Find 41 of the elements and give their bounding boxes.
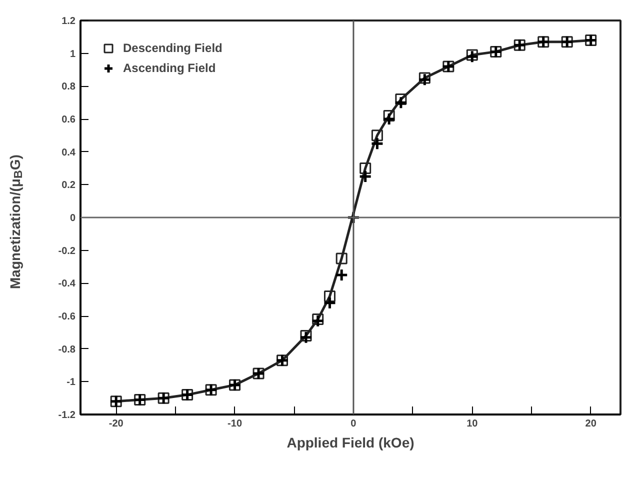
y-tick-label: -0.6 bbox=[58, 312, 76, 322]
y-tick-label: -1 bbox=[66, 377, 76, 388]
point bbox=[382, 112, 396, 126]
point bbox=[312, 314, 324, 326]
legend-label: Ascending Field bbox=[123, 61, 216, 75]
point bbox=[311, 314, 325, 328]
point bbox=[371, 130, 383, 142]
x-tick-label: -20 bbox=[108, 418, 124, 430]
point bbox=[360, 162, 372, 174]
point bbox=[383, 110, 395, 122]
y-tick-label: -0.4 bbox=[58, 278, 76, 290]
point bbox=[299, 330, 313, 344]
y-tick-label: -0.8 bbox=[58, 344, 76, 356]
point bbox=[465, 50, 479, 64]
y-tick-label: 0.2 bbox=[62, 180, 76, 192]
point bbox=[418, 72, 430, 84]
point bbox=[370, 136, 384, 150]
x-tick-label: 10 bbox=[466, 418, 478, 430]
y-tick-label: 0.8 bbox=[62, 82, 76, 93]
point bbox=[358, 170, 372, 184]
y-tick-label: -0.2 bbox=[58, 246, 76, 257]
x-tick-label: -10 bbox=[228, 418, 242, 430]
point bbox=[336, 252, 348, 264]
point bbox=[418, 72, 432, 86]
point bbox=[322, 296, 336, 310]
y-tick-label: 0 bbox=[70, 213, 76, 224]
point bbox=[395, 94, 407, 106]
x-axis-title: Applied Field (kOe) bbox=[286, 434, 414, 450]
point bbox=[300, 330, 312, 342]
x-tick-label: 20 bbox=[585, 418, 597, 430]
y-tick-label: 1 bbox=[70, 48, 76, 60]
point bbox=[466, 49, 478, 61]
point bbox=[394, 96, 408, 110]
y-tick-label: -1.2 bbox=[58, 410, 76, 421]
y-tick-label: 1.2 bbox=[62, 16, 76, 27]
x-tick-label: 0 bbox=[350, 418, 357, 430]
y-tick-label: 0.6 bbox=[62, 114, 76, 126]
y-tick-label: 0.4 bbox=[62, 147, 76, 158]
legend-label: Descending Field bbox=[123, 41, 222, 55]
point bbox=[334, 268, 348, 282]
point bbox=[324, 290, 336, 302]
